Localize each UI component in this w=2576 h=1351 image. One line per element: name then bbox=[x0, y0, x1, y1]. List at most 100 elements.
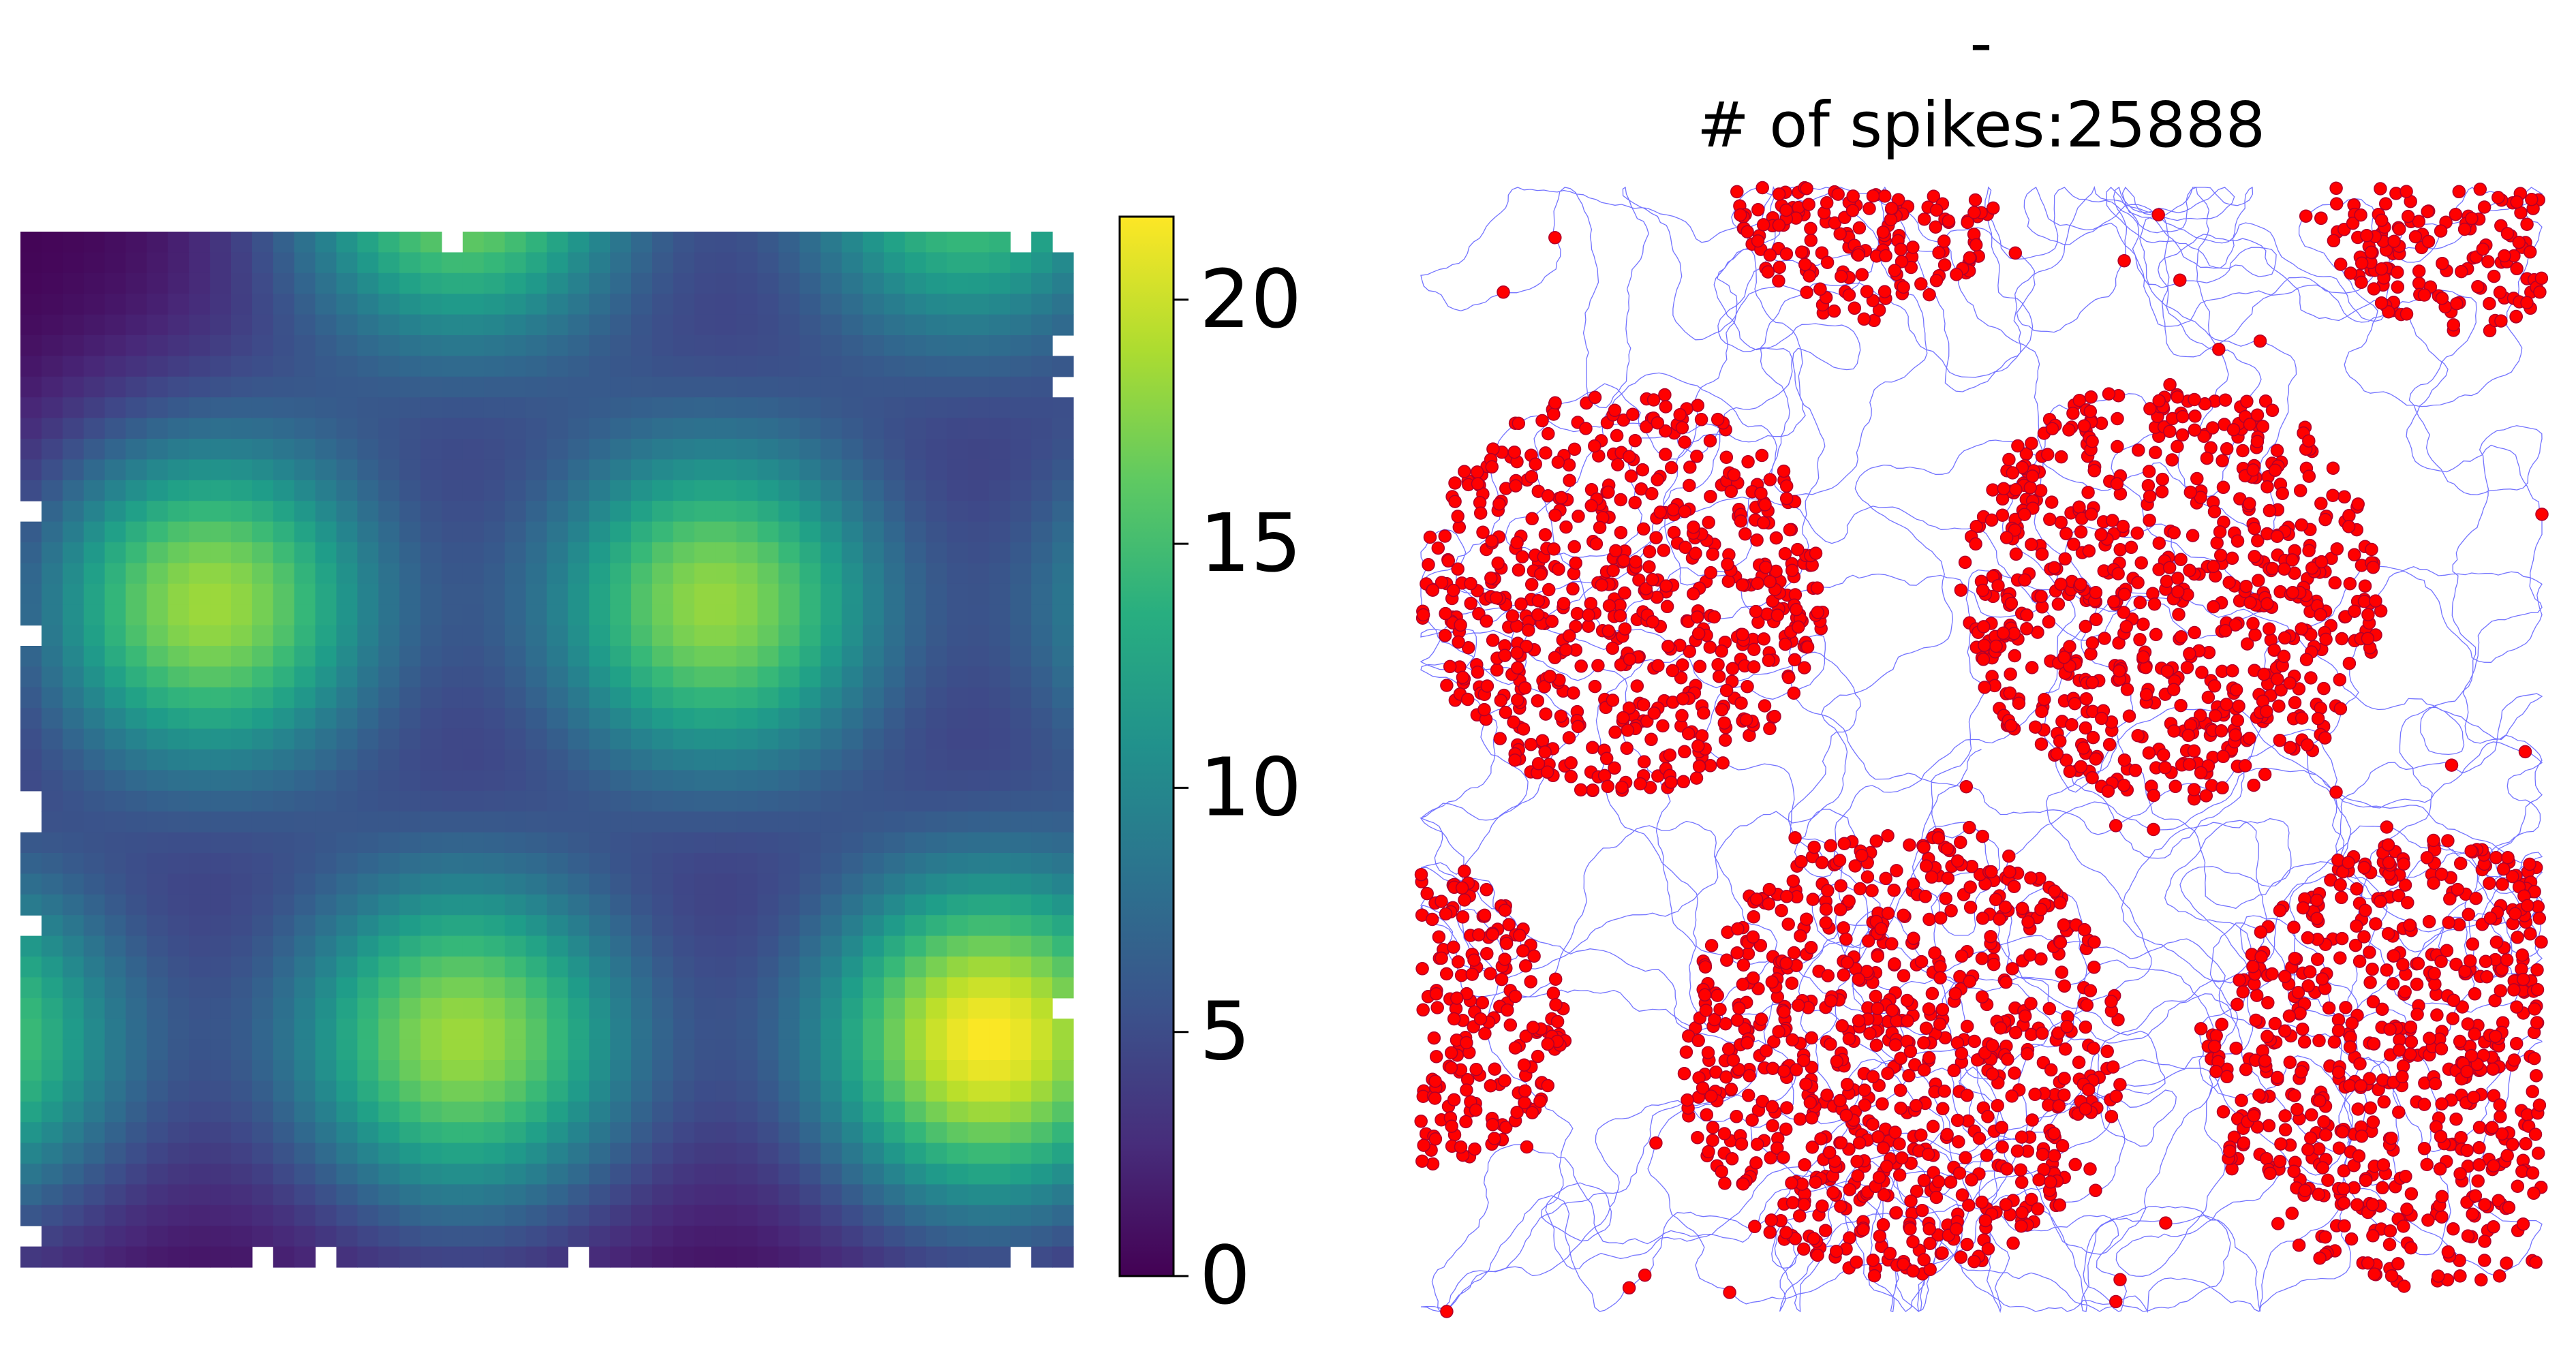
heatmap-cell bbox=[442, 1101, 463, 1123]
heatmap-cell bbox=[104, 1101, 127, 1123]
heatmap-cell bbox=[842, 376, 863, 398]
heatmap-cell bbox=[525, 770, 548, 792]
heatmap-cell bbox=[842, 1143, 863, 1164]
heatmap-cell bbox=[189, 915, 211, 937]
heatmap-cell bbox=[20, 1019, 42, 1040]
heatmap-cell bbox=[189, 1101, 211, 1123]
heatmap-cell bbox=[715, 708, 737, 730]
heatmap-cell bbox=[757, 459, 779, 481]
spike-point bbox=[2258, 394, 2273, 408]
heatmap-cell bbox=[378, 1039, 400, 1061]
heatmap-cell bbox=[631, 811, 653, 833]
spike-point bbox=[1871, 949, 1885, 963]
heatmap-cell bbox=[736, 1226, 758, 1247]
heatmap-cell bbox=[399, 273, 421, 294]
heatmap-cell bbox=[378, 1019, 400, 1040]
heatmap-cell bbox=[251, 1143, 274, 1164]
heatmap-cell bbox=[273, 666, 295, 688]
spike-point bbox=[1479, 614, 1493, 628]
heatmap-cell bbox=[715, 1205, 737, 1226]
heatmap-cell bbox=[315, 294, 337, 315]
spike-point bbox=[1477, 702, 1491, 717]
spike-point bbox=[1613, 609, 1627, 623]
heatmap-cell bbox=[925, 770, 948, 792]
heatmap-cell bbox=[968, 273, 990, 294]
spike-point bbox=[1542, 426, 1555, 441]
spike-point bbox=[1586, 783, 1599, 797]
heatmap-cell bbox=[231, 418, 253, 439]
spike-point bbox=[1606, 694, 1620, 707]
heatmap-cell bbox=[904, 542, 927, 563]
heatmap-cell bbox=[315, 1184, 337, 1206]
heatmap-cell bbox=[147, 708, 168, 730]
heatmap-cell bbox=[1010, 1164, 1032, 1185]
heatmap-cell bbox=[863, 314, 885, 336]
heatmap-cell bbox=[989, 542, 1011, 563]
heatmap-cell bbox=[673, 666, 695, 688]
heatmap-cell bbox=[483, 625, 506, 647]
heatmap-cell bbox=[504, 397, 527, 419]
spike-point bbox=[2089, 585, 2103, 600]
heatmap-cell bbox=[1052, 1246, 1074, 1268]
spike-point bbox=[2278, 562, 2291, 576]
heatmap-cell bbox=[673, 1122, 695, 1144]
spike-point bbox=[1764, 1213, 1779, 1227]
spike-point bbox=[2515, 948, 2529, 962]
heatmap-cell bbox=[83, 728, 106, 750]
heatmap-cell bbox=[104, 728, 127, 750]
heatmap-cell bbox=[842, 977, 863, 999]
heatmap-cell bbox=[483, 687, 506, 709]
heatmap-cell bbox=[210, 1164, 232, 1185]
heatmap-cell bbox=[799, 294, 821, 315]
heatmap-cell bbox=[715, 957, 737, 978]
heatmap-cell bbox=[842, 935, 863, 957]
heatmap-cell bbox=[231, 1143, 253, 1164]
spike-point bbox=[1796, 1242, 1811, 1256]
heatmap-cell bbox=[673, 1039, 695, 1061]
heatmap-cell bbox=[294, 957, 316, 978]
spike-point bbox=[2209, 709, 2222, 723]
heatmap-cell bbox=[736, 1143, 758, 1164]
heatmap-cell bbox=[62, 232, 85, 253]
heatmap-cell bbox=[336, 646, 358, 667]
spike-point bbox=[1516, 722, 1531, 736]
heatmap-cell bbox=[947, 873, 969, 895]
heatmap-cell bbox=[863, 832, 885, 854]
heatmap-cell bbox=[1010, 294, 1032, 315]
heatmap-cell bbox=[673, 439, 695, 460]
heatmap-cell bbox=[947, 853, 969, 874]
heatmap-cell bbox=[315, 604, 337, 626]
heatmap-cell bbox=[251, 294, 274, 315]
heatmap-cell bbox=[83, 790, 106, 812]
heatmap-cell bbox=[336, 563, 358, 585]
heatmap-cell bbox=[483, 977, 506, 999]
heatmap-cell bbox=[273, 1246, 295, 1268]
heatmap-cell bbox=[273, 480, 295, 501]
heatmap-cell bbox=[547, 480, 568, 501]
heatmap-cell bbox=[41, 873, 63, 895]
heatmap-cell bbox=[104, 501, 127, 523]
heatmap-cell bbox=[251, 957, 274, 978]
spike-point bbox=[2434, 1042, 2449, 1056]
heatmap-cell bbox=[947, 521, 969, 543]
spike-point bbox=[1681, 727, 1696, 741]
heatmap-cell bbox=[420, 853, 442, 874]
heatmap-cell bbox=[273, 708, 295, 730]
heatmap-cell bbox=[462, 501, 485, 523]
heatmap-cell bbox=[715, 542, 737, 563]
spike-point bbox=[2152, 394, 2166, 408]
spike-point bbox=[1749, 604, 1763, 619]
heatmap-cell bbox=[694, 1060, 716, 1081]
spike-point bbox=[2295, 518, 2309, 532]
heatmap-cell bbox=[273, 1101, 295, 1123]
spike-point bbox=[1676, 775, 1691, 789]
heatmap-cell bbox=[947, 294, 969, 315]
heatmap-cell bbox=[652, 894, 674, 916]
spike-point bbox=[1830, 1055, 1844, 1068]
spike-point bbox=[1762, 897, 1776, 911]
heatmap-cell bbox=[336, 1246, 358, 1268]
spike-point bbox=[1564, 756, 1578, 770]
heatmap-cell bbox=[294, 935, 316, 957]
heatmap-cell bbox=[210, 811, 232, 833]
spike-point bbox=[1745, 1113, 1759, 1127]
